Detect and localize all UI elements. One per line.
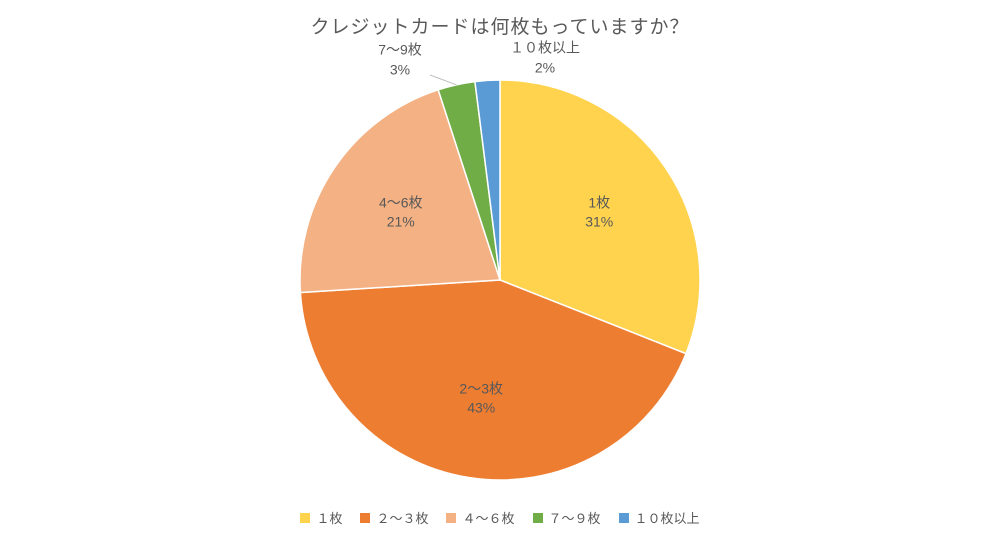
slice-label-value: 3% (378, 60, 422, 80)
legend-item: ４～６枚 (446, 508, 514, 527)
leader-line (430, 75, 456, 85)
legend-swatch (300, 513, 310, 523)
legend-label: ４～６枚 (462, 508, 514, 527)
slice-label-name: 4～6枚 (379, 193, 423, 213)
legend-swatch (619, 513, 629, 523)
legend-label: １０枚以上 (635, 508, 700, 527)
slice-label-name: 1枚 (585, 193, 613, 213)
legend-swatch (360, 513, 370, 523)
slice-label-name: １０枚以上 (510, 38, 580, 58)
legend-swatch (446, 513, 456, 523)
legend-label: １枚 (316, 508, 342, 527)
slice-label-name: 7～9枚 (378, 40, 422, 60)
legend-item: ７～９枚 (533, 508, 601, 527)
slice-label: １０枚以上2% (510, 38, 580, 77)
legend-label: ７～９枚 (549, 508, 601, 527)
slice-label: 2～3枚43% (459, 379, 503, 418)
slice-label: 1枚31% (585, 193, 613, 232)
legend-item: １０枚以上 (619, 508, 700, 527)
legend-swatch (533, 513, 543, 523)
slice-label-value: 21% (379, 213, 423, 233)
slice-label: 7～9枚3% (378, 40, 422, 79)
chart-root: クレジットカードは何枚もっていますか？ 1枚31%2～3枚43%4～6枚21%7… (0, 0, 1000, 537)
slice-label-value: 31% (585, 213, 613, 233)
legend-item: １枚 (300, 508, 342, 527)
pie-chart (0, 0, 1000, 537)
slice-label: 4～6枚21% (379, 193, 423, 232)
slice-label-name: 2～3枚 (459, 379, 503, 399)
legend-label: ２～３枚 (376, 508, 428, 527)
slice-label-value: 2% (510, 58, 580, 78)
legend-item: ２～３枚 (360, 508, 428, 527)
legend: １枚 ２～３枚 ４～６枚 ７～９枚 １０枚以上 (0, 508, 1000, 527)
slice-label-value: 43% (459, 399, 503, 419)
